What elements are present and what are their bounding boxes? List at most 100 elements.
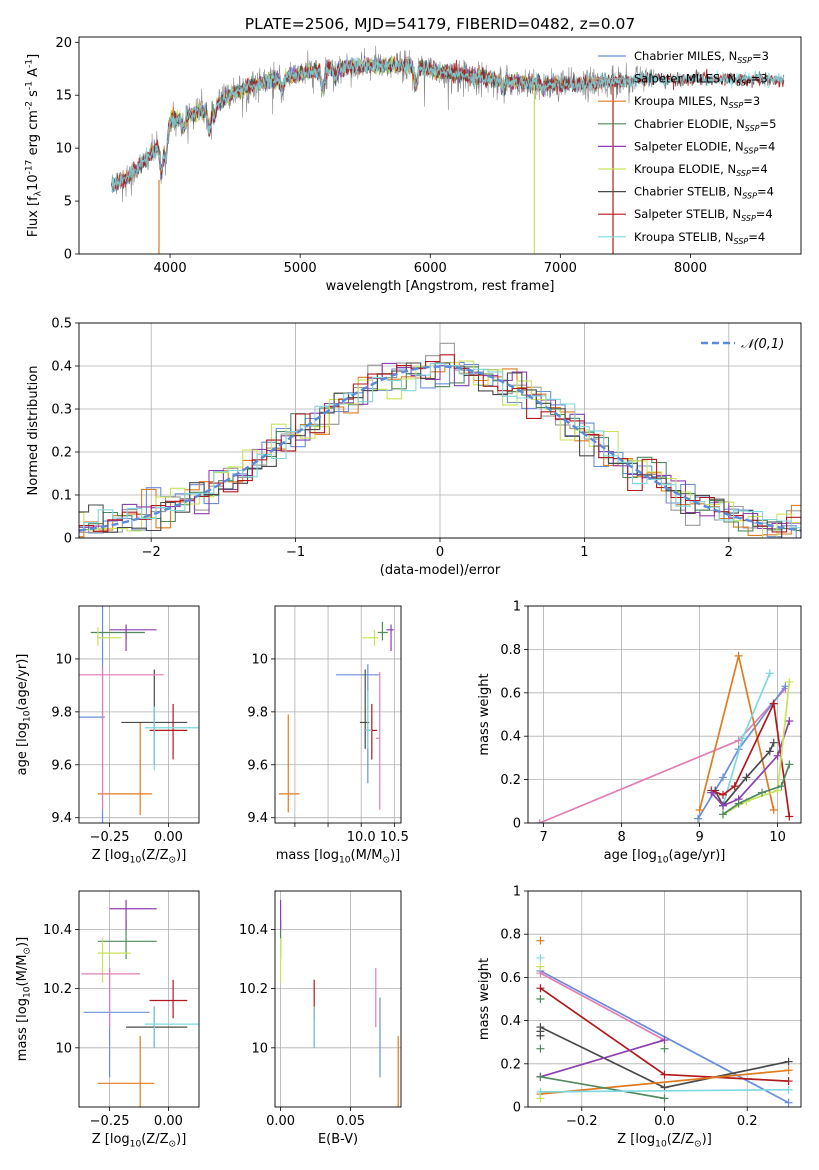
age_mass-axes: 10.0 10.5 9.4 9.6 9.8 10 mass [log10​(M/M⊙​)] <box>247 606 409 866</box>
y-tick-label: 9.8 <box>247 705 268 720</box>
errorbar-chabrier-elodie <box>90 627 145 641</box>
plus-marker <box>536 1094 545 1103</box>
y-tick-label: 0.4 <box>51 360 72 375</box>
y-tick-label: 10 <box>251 652 268 667</box>
series-chabrier-miles <box>697 685 787 820</box>
y-tick-label: 1 <box>513 600 521 615</box>
residuals-frame <box>78 322 802 539</box>
legend-entry: Salpeter STELIB, NSSP=4 <box>634 207 773 223</box>
spectrum-model-kroupa-stelib <box>111 56 785 194</box>
plus-marker <box>730 782 739 791</box>
plus-marker <box>769 805 778 814</box>
histogram-chabrier-stelib <box>79 362 801 538</box>
legend-entry: Kroupa ELODIE, NSSP=4 <box>634 162 768 178</box>
plus-marker <box>535 819 544 823</box>
legend-entry: Kroupa MILES, NSSP=3 <box>634 94 760 110</box>
legend-entry: Chabrier MILES, NSSP=3 <box>634 49 769 65</box>
spectrum-model-kroupa-elodie <box>156 56 535 174</box>
plus-marker <box>660 1070 669 1079</box>
y-tick-label: 10.2 <box>43 982 72 997</box>
x-tick-label: 0 <box>436 545 444 560</box>
mass_z-frame <box>78 890 200 1108</box>
y-tick-label: 10.4 <box>239 923 268 938</box>
x-tick-label: −0.25 <box>90 1114 130 1129</box>
weight_age-series <box>535 651 794 823</box>
x-axis-label: Z [log10​(Z/Z⊙​)] <box>92 848 187 866</box>
x-tick-label: 0.0 <box>654 1114 675 1129</box>
figure-title: PLATE=2506, MJD=54179, FIBERID=0482, z=0… <box>245 15 635 33</box>
errorbar-salpeter-elodie <box>386 624 394 651</box>
y-tick-label: 0.6 <box>500 686 521 701</box>
x-tick-label: −0.2 <box>566 1114 598 1129</box>
errorbar-kroupa-miles <box>278 714 300 813</box>
age_z-points <box>79 606 199 823</box>
errorbar-kroupa-stelib <box>144 1006 199 1048</box>
x-tick-label: −2 <box>142 545 161 560</box>
plus-marker <box>785 760 794 769</box>
series-pink <box>539 972 665 1041</box>
x-tick-label: 10.5 <box>380 830 409 845</box>
y-tick-label: 9.8 <box>51 705 72 720</box>
errorbar-pink <box>375 672 381 810</box>
x-tick-label: 0.00 <box>266 1114 295 1129</box>
x-tick-label: 10 <box>769 830 786 845</box>
plus-marker <box>660 1036 669 1045</box>
x-tick-label: 6000 <box>414 261 447 276</box>
errorbar-chabrier-miles <box>336 664 380 784</box>
plus-marker <box>734 799 743 808</box>
x-tick-label: 9 <box>695 830 703 845</box>
plus-marker <box>742 773 751 782</box>
y-tick-label: 15 <box>55 89 72 104</box>
y-axis-label: mass weight <box>477 673 492 755</box>
residuals-axes: −2 −1 0 1 2 0 0.1 0.2 0.3 0.4 0.5 (data-model)/erro… <box>26 317 801 578</box>
x-axis-label: Z [log10​(Z/Z⊙​)] <box>92 1132 187 1150</box>
y-tick-label: 10 <box>251 1041 268 1056</box>
spectrum-legend: Chabrier MILES, NSSP=3 Salpeter MILES, NS… <box>598 49 776 246</box>
x-tick-label: 7 <box>539 830 547 845</box>
plus-marker <box>536 953 545 962</box>
plus-marker <box>769 699 778 708</box>
y-tick-label: 9.4 <box>51 811 72 826</box>
errorbar-kroupa-elodie <box>362 629 379 646</box>
y-tick-label: 9.6 <box>51 758 72 773</box>
plus-marker <box>784 1077 793 1086</box>
plus-marker <box>784 1066 793 1075</box>
plus-marker <box>719 801 727 810</box>
x-axis-label: Z [log10​(Z/Z⊙​)] <box>617 1132 712 1150</box>
residual-histograms <box>79 342 801 538</box>
mass_z-points <box>81 899 199 1107</box>
plus-marker <box>784 1085 793 1094</box>
mass_ebv-axes: 0.00 0.05 10 10.2 10.4 E(B-V) <box>239 891 401 1147</box>
y-tick-label: 0.8 <box>500 928 521 943</box>
legend-entry: 𝒩(0,1) <box>741 337 784 352</box>
y-tick-label: 0.2 <box>500 773 521 788</box>
y-axis-label: age [log10​(age/yr)] <box>15 654 33 776</box>
y-tick-label: 9.4 <box>247 811 268 826</box>
plus-marker <box>758 788 766 797</box>
spectrum-axes: 4000 5000 6000 7000 8000 0 5 10 15 20 wavelength [… <box>25 36 707 294</box>
histogram-chabrier-elodie <box>79 366 801 532</box>
x-tick-label: 8 <box>617 830 625 845</box>
x-tick-label: 4000 <box>154 261 187 276</box>
plus-marker <box>536 962 545 971</box>
x-tick-label: 0.00 <box>154 1114 183 1129</box>
plus-marker <box>785 812 794 821</box>
plus-marker <box>785 717 794 726</box>
plus-marker <box>707 788 716 797</box>
plus-marker <box>785 677 794 686</box>
plus-marker <box>719 810 727 819</box>
x-tick-label: 10.0 <box>347 830 376 845</box>
y-tick-label: 0.4 <box>500 730 521 745</box>
errorbar-kroupa-miles <box>97 722 152 816</box>
y-tick-label: 0 <box>513 817 521 832</box>
y-tick-label: 9.6 <box>247 758 268 773</box>
plus-marker <box>784 1057 793 1066</box>
y-axis-label: Flux [fλ​10-17​ erg cm-2​ s-1​ A-1​] <box>25 54 44 237</box>
x-axis-label: mass [log10​(M/M⊙​)] <box>276 848 400 866</box>
y-axis-label: mass [log10​(M/M⊙​)] <box>15 937 33 1061</box>
age_z-frame <box>78 605 200 824</box>
plus-marker <box>773 751 782 760</box>
errorbar-salpeter-elodie <box>109 624 157 651</box>
y-axis-label: mass weight <box>477 958 492 1040</box>
